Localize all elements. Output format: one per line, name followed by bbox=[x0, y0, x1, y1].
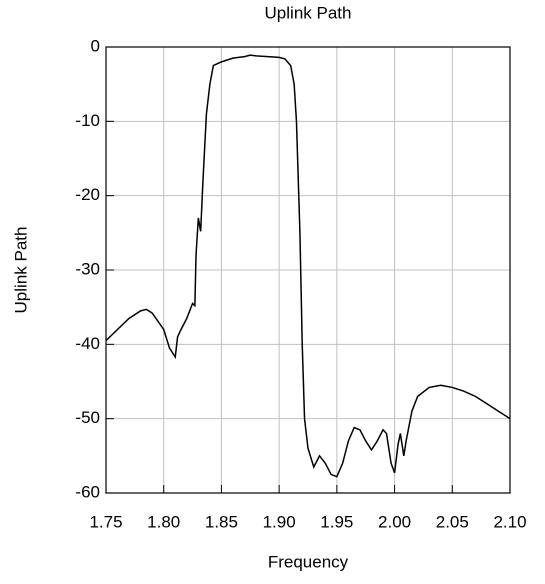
x-tick-label: 1.95 bbox=[320, 512, 353, 531]
y-tick-label: -20 bbox=[75, 185, 100, 204]
plot-frame bbox=[105, 46, 511, 494]
line-series bbox=[105, 54, 511, 478]
x-tick-label: 1.75 bbox=[89, 512, 122, 531]
x-tick-label: 1.90 bbox=[263, 512, 296, 531]
y-tick-label: -10 bbox=[75, 111, 100, 130]
x-tick-label: 2.10 bbox=[493, 512, 526, 531]
x-tick-label: 1.85 bbox=[205, 512, 238, 531]
y-tick-label: -30 bbox=[75, 259, 100, 278]
y-tick-label: 0 bbox=[91, 36, 100, 55]
x-axis-label: Frequency bbox=[268, 552, 349, 571]
x-tick-label: 2.00 bbox=[378, 512, 411, 531]
y-tick-label: -60 bbox=[75, 482, 100, 501]
chart-title: Uplink Path bbox=[265, 3, 352, 22]
y-tick-label: -40 bbox=[75, 334, 100, 353]
y-tick-label: -50 bbox=[75, 408, 100, 427]
x-tick-label: 1.80 bbox=[147, 512, 180, 531]
x-tick-label: 2.05 bbox=[436, 512, 469, 531]
y-axis-label: Uplink Path bbox=[11, 227, 30, 314]
